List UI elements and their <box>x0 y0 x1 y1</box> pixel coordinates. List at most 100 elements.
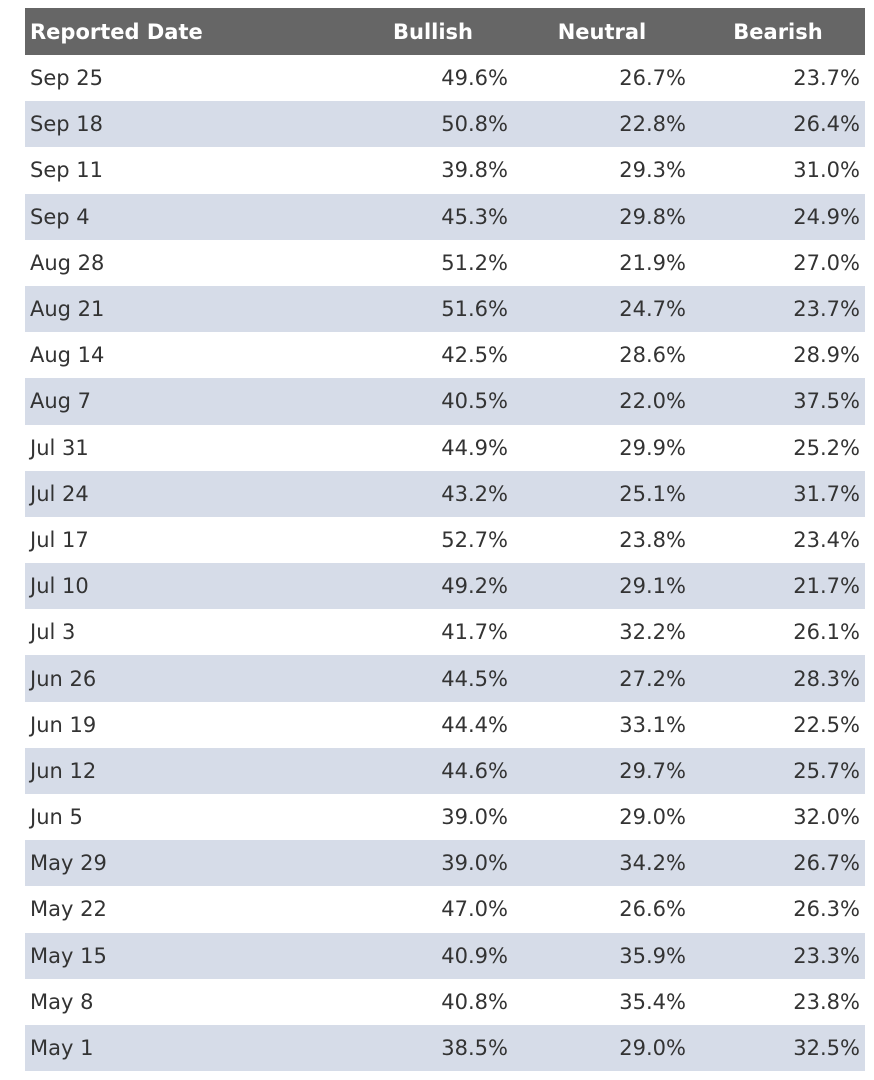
value-cell: 39.0% <box>441 805 508 830</box>
date-cell: Jun 26 <box>25 655 353 702</box>
value-cell: 31.7% <box>691 470 865 517</box>
table-row: Jun 5 39.0% 29.0% 32.0% <box>25 794 865 840</box>
value-cell: 21.9% <box>619 250 686 275</box>
column-header: Bullish <box>353 8 513 55</box>
value-cell: 29.0% <box>513 1024 691 1072</box>
value-cell: 22.5% <box>793 712 860 737</box>
value-cell: 40.9% <box>353 932 513 979</box>
date-cell: Sep 25 <box>30 66 103 91</box>
value-cell: 26.4% <box>691 101 865 148</box>
value-cell: 39.0% <box>353 840 513 887</box>
value-cell: 44.9% <box>441 435 508 460</box>
value-cell: 47.0% <box>441 897 508 922</box>
value-cell: 44.6% <box>353 747 513 794</box>
value-cell: 22.8% <box>513 101 691 148</box>
table-row: May 1 38.5% 29.0% 32.5% <box>25 1024 865 1072</box>
date-cell: Jun 19 <box>30 712 97 737</box>
table-body: Sep 25 49.6% 26.7% 23.7% Sep 18 50.8% 22.8% 26.… <box>25 55 865 1072</box>
value-cell: 50.8% <box>353 101 513 148</box>
value-cell: 29.1% <box>513 563 691 610</box>
date-cell: Sep 11 <box>30 158 103 183</box>
table-row: Jul 24 43.2% 25.1% 31.7% <box>25 470 865 517</box>
value-cell: 49.6% <box>441 66 508 91</box>
date-cell: Jun 12 <box>25 747 353 794</box>
date-cell: Jul 3 <box>30 620 76 645</box>
date-cell: Aug 7 <box>25 378 353 425</box>
value-cell: 35.4% <box>619 989 686 1014</box>
date-cell: Aug 28 <box>30 250 105 275</box>
table-row: Sep 25 49.6% 26.7% 23.7% <box>25 55 865 101</box>
table-row: Sep 4 45.3% 29.8% 24.9% <box>25 193 865 240</box>
table-row: May 22 47.0% 26.6% 26.3% <box>25 886 865 932</box>
table-row: May 8 40.8% 35.4% 23.8% <box>25 979 865 1025</box>
table-row: Jul 10 49.2% 29.1% 21.7% <box>25 563 865 610</box>
value-cell: 40.5% <box>353 378 513 425</box>
sentiment-table: Reported Date Bullish Neutral Bearish Sep 2… <box>25 8 865 1072</box>
value-cell: 27.2% <box>513 655 691 702</box>
value-cell: 39.8% <box>441 158 508 183</box>
date-cell: May 22 <box>30 897 107 922</box>
value-cell: 32.5% <box>691 1024 865 1072</box>
date-cell: May 15 <box>25 932 353 979</box>
table-row: Jul 3 41.7% 32.2% 26.1% <box>25 609 865 655</box>
date-cell: Jul 17 <box>30 527 89 552</box>
value-cell: 24.7% <box>513 285 691 333</box>
table-row: Aug 14 42.5% 28.6% 28.9% <box>25 332 865 378</box>
value-cell: 27.0% <box>793 250 860 275</box>
value-cell: 34.2% <box>513 840 691 887</box>
table-row: Jun 26 44.5% 27.2% 28.3% <box>25 655 865 702</box>
date-cell: Sep 4 <box>25 193 353 240</box>
value-cell: 25.7% <box>691 747 865 794</box>
value-cell: 40.8% <box>441 989 508 1014</box>
table-row: Aug 21 51.6% 24.7% 23.7% <box>25 285 865 333</box>
value-cell: 29.0% <box>619 805 686 830</box>
value-cell: 28.9% <box>793 343 860 368</box>
value-cell: 44.4% <box>441 712 508 737</box>
value-cell: 26.7% <box>691 840 865 887</box>
value-cell: 28.3% <box>691 655 865 702</box>
date-cell: May 8 <box>30 989 94 1014</box>
date-cell: Aug 21 <box>25 285 353 333</box>
date-cell: May 29 <box>25 840 353 887</box>
value-cell: 33.1% <box>619 712 686 737</box>
value-cell: 32.2% <box>619 620 686 645</box>
date-cell: Sep 18 <box>25 101 353 148</box>
value-cell: 45.3% <box>353 193 513 240</box>
date-cell: Jul 31 <box>30 435 89 460</box>
value-cell: 22.0% <box>513 378 691 425</box>
value-cell: 21.7% <box>691 563 865 610</box>
header-row: Reported Date Bullish Neutral Bearish <box>25 8 865 55</box>
date-cell: Jun 5 <box>30 805 83 830</box>
value-cell: 49.2% <box>353 563 513 610</box>
table-row: Jun 12 44.6% 29.7% 25.7% <box>25 747 865 794</box>
table-row: Aug 28 51.2% 21.9% 27.0% <box>25 240 865 286</box>
value-cell: 23.7% <box>691 285 865 333</box>
value-cell: 23.4% <box>793 527 860 552</box>
table-row: Aug 7 40.5% 22.0% 37.5% <box>25 378 865 425</box>
value-cell: 23.8% <box>619 527 686 552</box>
date-cell: Jul 24 <box>25 470 353 517</box>
value-cell: 26.6% <box>619 897 686 922</box>
date-cell: Jul 10 <box>25 563 353 610</box>
value-cell: 29.9% <box>619 435 686 460</box>
value-cell: 25.2% <box>793 435 860 460</box>
date-cell: Aug 14 <box>30 343 105 368</box>
value-cell: 41.7% <box>441 620 508 645</box>
column-header: Reported Date <box>25 8 353 55</box>
value-cell: 23.3% <box>691 932 865 979</box>
value-cell: 44.5% <box>353 655 513 702</box>
table-row: Jun 19 44.4% 33.1% 22.5% <box>25 702 865 748</box>
value-cell: 29.7% <box>513 747 691 794</box>
value-cell: 43.2% <box>353 470 513 517</box>
value-cell: 51.6% <box>353 285 513 333</box>
value-cell: 26.3% <box>793 897 860 922</box>
value-cell: 29.8% <box>513 193 691 240</box>
value-cell: 29.3% <box>619 158 686 183</box>
table-row: Jul 31 44.9% 29.9% 25.2% <box>25 425 865 471</box>
table-row: May 15 40.9% 35.9% 23.3% <box>25 932 865 979</box>
value-cell: 42.5% <box>441 343 508 368</box>
date-cell: May 1 <box>25 1024 353 1072</box>
value-cell: 23.8% <box>793 989 860 1014</box>
value-cell: 51.2% <box>441 250 508 275</box>
